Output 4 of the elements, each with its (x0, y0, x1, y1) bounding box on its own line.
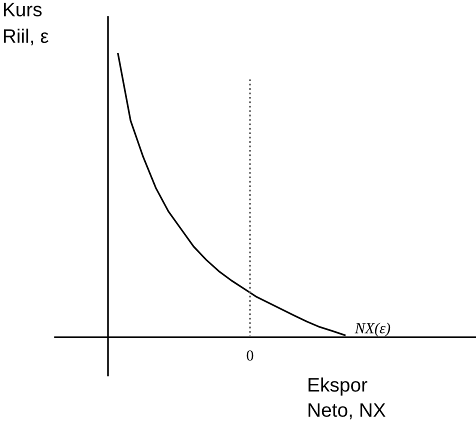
x-axis-title: Ekspor Neto, NX (308, 377, 386, 420)
y-axis-title: Kurs Riil, ε (4, 2, 48, 46)
text: NX(ε) (354, 322, 390, 336)
text: 0 (246, 350, 254, 361)
